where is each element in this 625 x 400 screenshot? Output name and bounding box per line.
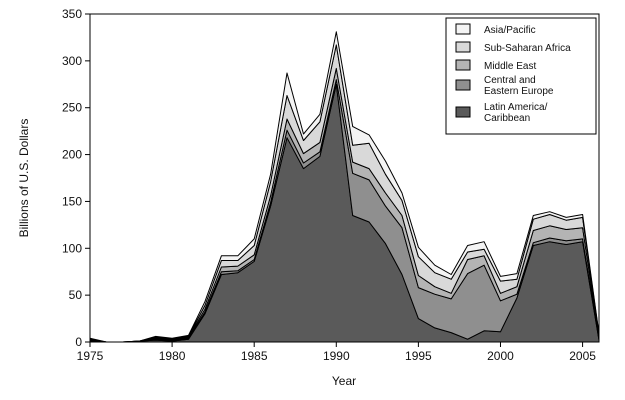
y-axis-title: Billions of U.S. Dollars — [17, 119, 31, 238]
x-tick-label-2000: 2000 — [487, 349, 514, 363]
x-tick-label-1980: 1980 — [159, 349, 186, 363]
x-tick-label-1995: 1995 — [405, 349, 432, 363]
x-tick-label-1985: 1985 — [241, 349, 268, 363]
legend-label-2: Sub-Saharan Africa — [484, 43, 571, 54]
legend-swatch-2 — [455, 41, 471, 53]
y-tick-label-100: 100 — [62, 241, 82, 255]
legend-box — [445, 17, 597, 135]
x-tick-label-1990: 1990 — [323, 349, 350, 363]
legend-swatch-1 — [455, 23, 471, 35]
legend-label-4: Central and Eastern Europe — [484, 75, 554, 97]
x-tick-label-1975: 1975 — [77, 349, 104, 363]
y-axis-ticks: 0 50 100 150 200 250 300 350 — [62, 7, 90, 349]
legend-label-3: Middle East — [484, 61, 536, 72]
legend-swatch-3 — [455, 59, 471, 71]
legend: Asia/Pacific Sub-Saharan Africa Middle Eas… — [445, 17, 597, 135]
y-tick-label-50: 50 — [69, 288, 83, 302]
legend-swatch-5 — [455, 106, 471, 118]
legend-label-5: Latin America/Caribbean — [484, 102, 548, 124]
x-axis-ticks: 1975 1980 1985 1990 1995 2000 2005 — [77, 342, 596, 363]
y-tick-label-200: 200 — [62, 148, 82, 162]
y-tick-label-150: 150 — [62, 194, 82, 208]
legend-swatch-4 — [455, 79, 471, 91]
y-tick-label-250: 250 — [62, 101, 82, 115]
x-axis-title: Year — [332, 374, 356, 388]
plot-frame — [89, 13, 600, 343]
legend-label-1: Asia/Pacific — [484, 25, 536, 36]
y-tick-label-0: 0 — [75, 335, 82, 349]
x-tick-label-2005: 2005 — [569, 349, 596, 363]
y-tick-label-300: 300 — [62, 54, 82, 68]
y-tick-label-350: 350 — [62, 7, 82, 21]
